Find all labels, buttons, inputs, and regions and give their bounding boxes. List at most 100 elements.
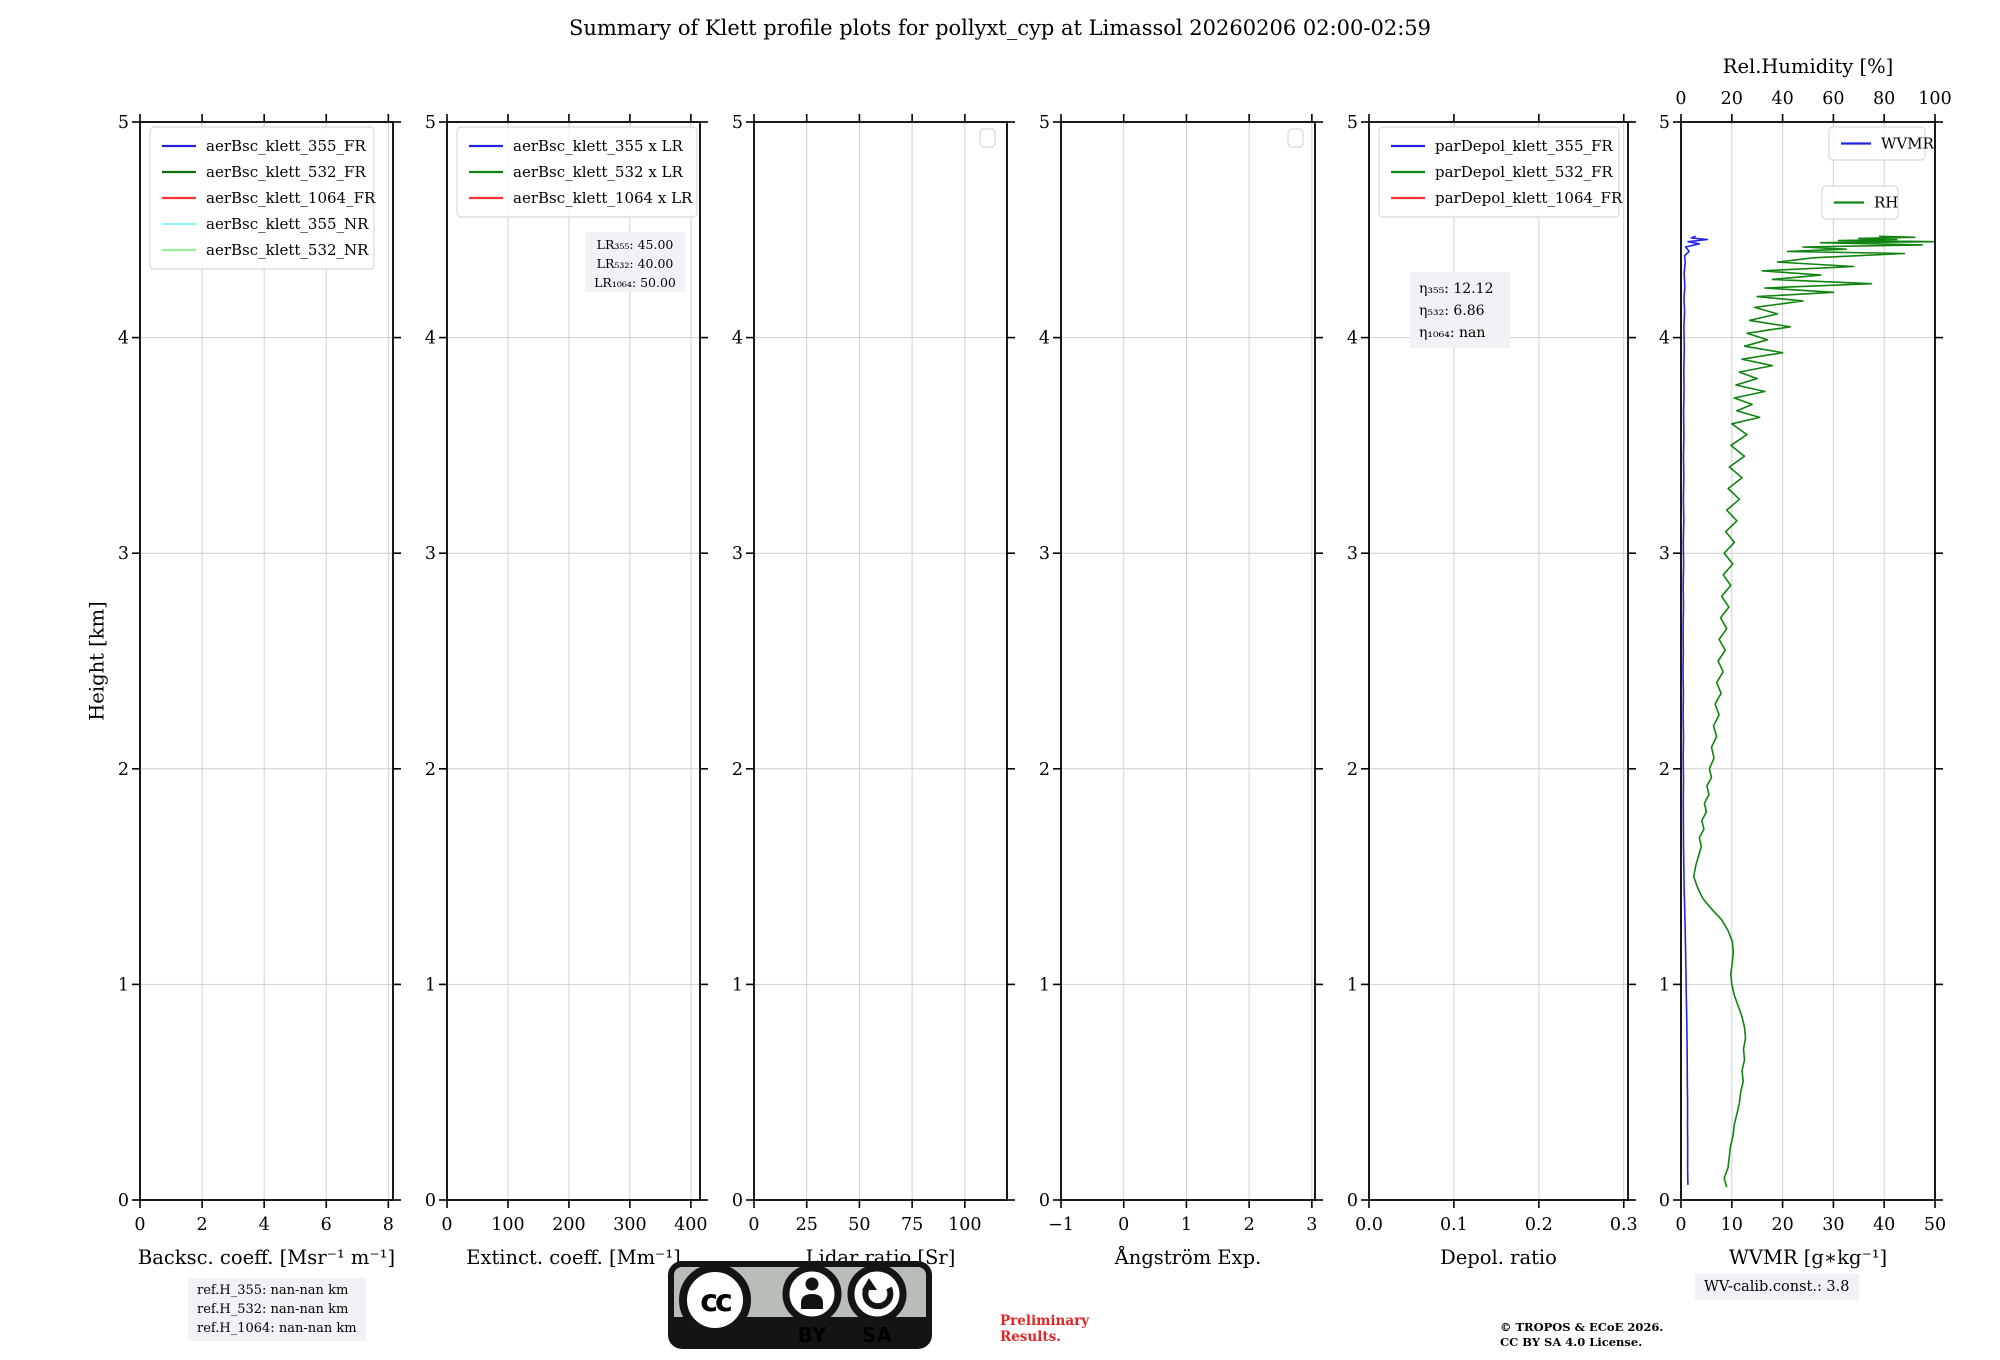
copyright-note: © TROPOS & ECoE 2026. CC BY SA 4.0 Licen… (1500, 1320, 1663, 1349)
svg-text:0: 0 (134, 1215, 145, 1235)
svg-text:75: 75 (901, 1215, 923, 1235)
preliminary-line-1: Preliminary (1000, 1313, 1090, 1329)
svg-text:1: 1 (1659, 975, 1670, 995)
svg-text:0: 0 (1039, 1191, 1050, 1211)
ref-line-1064: ref.H_1064: nan-nan km (197, 1321, 357, 1336)
badge-by-label: BY (798, 1323, 827, 1347)
svg-text:0: 0 (732, 1191, 743, 1211)
svg-text:aerBsc_klett_355_NR: aerBsc_klett_355_NR (206, 215, 369, 233)
reference-height-note: ref.H_355: nan-nan km ref.H_532: nan-nan… (188, 1278, 366, 1341)
svg-text:4: 4 (1039, 329, 1050, 349)
sa-arrow-icon (862, 1284, 894, 1310)
svg-text:LR₁₀₆₄: 50.00: LR₁₀₆₄: 50.00 (594, 275, 676, 290)
svg-text:parDepol_klett_355_FR: parDepol_klett_355_FR (1435, 137, 1613, 155)
svg-text:1: 1 (1347, 975, 1358, 995)
ref-line-532: ref.H_532: nan-nan km (197, 1302, 349, 1317)
svg-text:0: 0 (441, 1215, 452, 1235)
cc-circle-icon (679, 1264, 751, 1336)
empty-legend-box (1287, 128, 1304, 148)
svg-text:5: 5 (1659, 113, 1670, 133)
copyright-line-2: CC BY SA 4.0 License. (1500, 1334, 1643, 1349)
sa-arrowhead-icon (862, 1278, 877, 1290)
series-RH (1692, 235, 1935, 1188)
svg-text:0: 0 (425, 1191, 436, 1211)
svg-text:WVMR: WVMR (1881, 135, 1935, 153)
svg-text:1: 1 (1039, 975, 1050, 995)
svg-text:0: 0 (1659, 1191, 1670, 1211)
svg-text:0: 0 (1675, 1215, 1686, 1235)
svg-text:3: 3 (1347, 544, 1358, 564)
empty-legend-box (979, 128, 996, 148)
svg-text:8: 8 (383, 1215, 394, 1235)
svg-text:2: 2 (197, 1215, 208, 1235)
svg-text:5: 5 (118, 113, 129, 133)
svg-text:Depol. ratio: Depol. ratio (1440, 1246, 1557, 1269)
svg-text:5: 5 (1347, 113, 1358, 133)
wv-calibration-note: WV-calib.const.: 3.8 (1695, 1274, 1859, 1300)
panel-wvmr: 0 10 20 30 40 50 0 1 2 3 4 5 WVMR [g∗kg⁻¹] 0 20 40 60 80 1… (1659, 55, 1952, 1269)
svg-text:WVMR [g∗kg⁻¹]: WVMR [g∗kg⁻¹] (1729, 1246, 1887, 1269)
svg-text:LR₃₅₅: 45.00: LR₃₅₅: 45.00 (597, 237, 674, 252)
svg-text:parDepol_klett_532_FR: parDepol_klett_532_FR (1435, 163, 1613, 181)
svg-text:0: 0 (1347, 1191, 1358, 1211)
svg-text:aerBsc_klett_355 x LR: aerBsc_klett_355 x LR (513, 137, 684, 155)
svg-text:4: 4 (118, 329, 129, 349)
svg-text:2: 2 (732, 760, 743, 780)
svg-text:aerBsc_klett_1064_FR: aerBsc_klett_1064_FR (206, 189, 376, 207)
svg-text:0: 0 (118, 1191, 129, 1211)
svg-text:0: 0 (1118, 1215, 1129, 1235)
svg-text:100: 100 (948, 1215, 981, 1235)
svg-text:5: 5 (1039, 113, 1050, 133)
svg-text:1: 1 (732, 975, 743, 995)
svg-text:300: 300 (613, 1215, 646, 1235)
copyright-line-1: © TROPOS & ECoE 2026. (1500, 1320, 1664, 1334)
svg-text:aerBsc_klett_1064 x LR: aerBsc_klett_1064 x LR (513, 189, 693, 207)
svg-text:40: 40 (1771, 89, 1793, 109)
svg-text:40: 40 (1873, 1215, 1895, 1235)
svg-text:10: 10 (1721, 1215, 1743, 1235)
preliminary-results-note: Preliminary Results. (1000, 1313, 1089, 1345)
svg-text:20: 20 (1771, 1215, 1793, 1235)
svg-text:aerBsc_klett_532_FR: aerBsc_klett_532_FR (206, 163, 366, 181)
svg-text:80: 80 (1873, 89, 1895, 109)
svg-text:Ångström Exp.: Ångström Exp. (1114, 1244, 1262, 1269)
svg-text:0.0: 0.0 (1355, 1215, 1383, 1235)
svg-text:1: 1 (1181, 1215, 1192, 1235)
svg-text:3: 3 (732, 544, 743, 564)
svg-text:2: 2 (1244, 1215, 1255, 1235)
svg-text:5: 5 (425, 113, 436, 133)
svg-text:η₁₀₆₄: nan: η₁₀₆₄: nan (1419, 325, 1485, 341)
svg-text:0.3: 0.3 (1610, 1215, 1638, 1235)
sa-circle-icon (847, 1264, 907, 1324)
svg-text:aerBsc_klett_532_NR: aerBsc_klett_532_NR (206, 241, 369, 259)
series-WVMR (1682, 235, 1709, 1185)
svg-text:200: 200 (552, 1215, 585, 1235)
svg-text:60: 60 (1822, 89, 1844, 109)
svg-text:100: 100 (491, 1215, 524, 1235)
badge-sa-label: SA (862, 1323, 892, 1347)
svg-text:parDepol_klett_1064_FR: parDepol_klett_1064_FR (1435, 189, 1623, 207)
svg-text:6: 6 (321, 1215, 332, 1235)
svg-text:Backsc. coeff. [Msr⁻¹ m⁻¹]: Backsc. coeff. [Msr⁻¹ m⁻¹] (138, 1246, 395, 1269)
svg-text:2: 2 (425, 760, 436, 780)
svg-text:4: 4 (1659, 329, 1670, 349)
svg-text:2: 2 (1659, 760, 1670, 780)
svg-text:50: 50 (1924, 1215, 1946, 1235)
svg-text:LR₅₃₂: 40.00: LR₅₃₂: 40.00 (597, 256, 674, 271)
panel-backscatter: 0 2 4 6 8 0 1 2 3 4 5 Backsc. coeff. [Msr⁻¹ m⁻¹] aer… (118, 113, 401, 1269)
svg-text:0: 0 (1675, 89, 1686, 109)
svg-text:aerBsc_klett_532 x LR: aerBsc_klett_532 x LR (513, 163, 684, 181)
page-title: Summary of Klett profile plots for polly… (568, 16, 1431, 40)
svg-text:3: 3 (425, 544, 436, 564)
svg-text:50: 50 (848, 1215, 870, 1235)
svg-text:0.2: 0.2 (1525, 1215, 1553, 1235)
svg-text:2: 2 (118, 760, 129, 780)
svg-text:0: 0 (748, 1215, 759, 1235)
svg-text:4: 4 (732, 329, 743, 349)
svg-text:1: 1 (118, 975, 129, 995)
svg-text:4: 4 (425, 329, 436, 349)
svg-text:3: 3 (118, 544, 129, 564)
svg-text:3: 3 (1659, 544, 1670, 564)
